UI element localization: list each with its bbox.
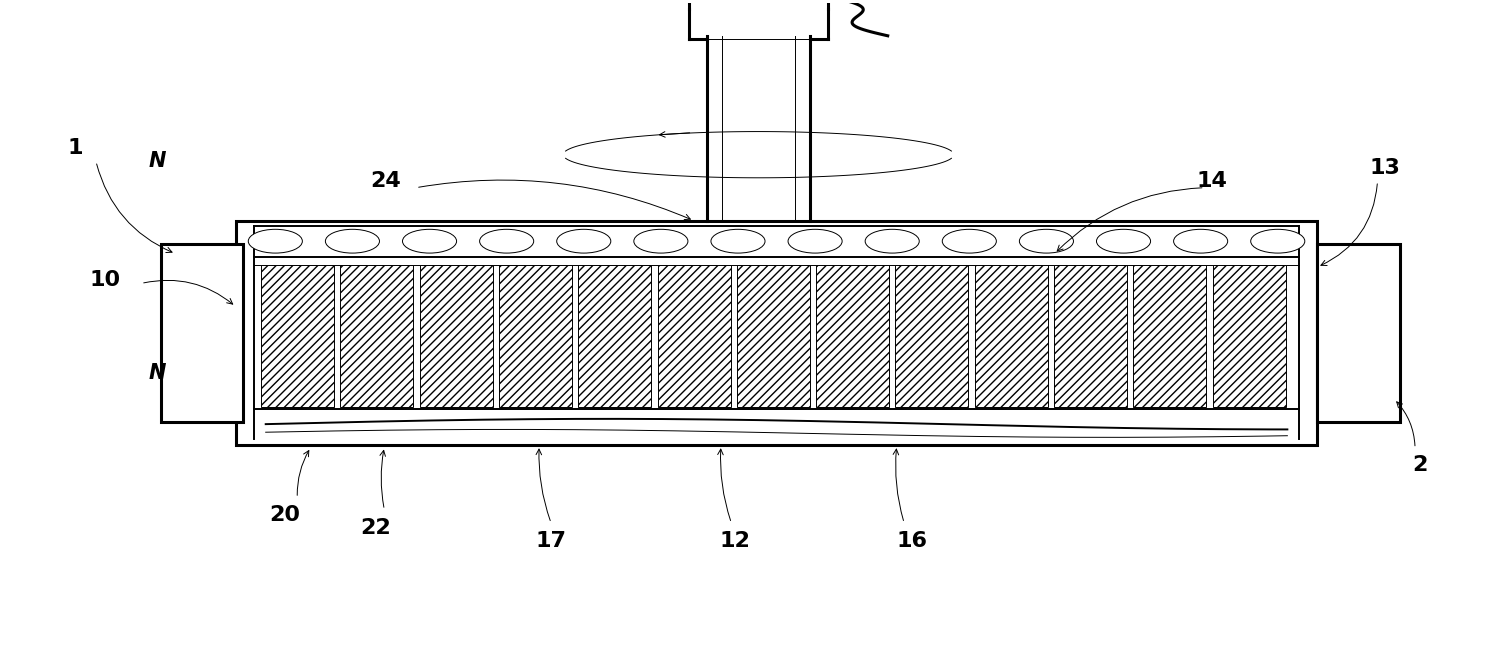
Bar <box>1318 244 1399 422</box>
Bar <box>1054 265 1126 407</box>
Circle shape <box>403 229 457 253</box>
Circle shape <box>942 229 997 253</box>
Bar <box>235 220 1318 446</box>
Text: 2: 2 <box>1411 455 1427 475</box>
Bar <box>1134 265 1206 407</box>
Bar <box>579 265 651 407</box>
Text: 14: 14 <box>1197 171 1228 191</box>
Bar <box>974 265 1048 407</box>
Text: 12: 12 <box>719 531 749 551</box>
Bar <box>816 265 890 407</box>
Text: N: N <box>149 151 166 171</box>
Circle shape <box>789 229 841 253</box>
Circle shape <box>249 229 303 253</box>
Circle shape <box>1019 229 1074 253</box>
Text: 17: 17 <box>535 531 567 551</box>
Bar <box>657 265 730 407</box>
Text: 1: 1 <box>68 138 83 158</box>
Text: 10: 10 <box>89 270 121 290</box>
Bar <box>499 265 572 407</box>
Bar <box>1212 265 1285 407</box>
Circle shape <box>710 229 765 253</box>
Bar <box>896 265 968 407</box>
Bar <box>341 265 413 407</box>
Bar <box>419 265 493 407</box>
Circle shape <box>866 229 920 253</box>
Circle shape <box>1096 229 1151 253</box>
Circle shape <box>1173 229 1228 253</box>
Circle shape <box>1250 229 1304 253</box>
Bar <box>261 265 335 407</box>
Circle shape <box>556 229 611 253</box>
Circle shape <box>633 229 688 253</box>
Circle shape <box>326 229 380 253</box>
Text: N: N <box>149 362 166 383</box>
Text: 24: 24 <box>371 171 401 191</box>
Text: 20: 20 <box>270 505 300 525</box>
Text: 22: 22 <box>360 518 391 538</box>
Text: 13: 13 <box>1369 158 1401 178</box>
Bar <box>737 265 810 407</box>
Bar <box>160 244 243 422</box>
Circle shape <box>480 229 534 253</box>
Text: 16: 16 <box>896 531 927 551</box>
